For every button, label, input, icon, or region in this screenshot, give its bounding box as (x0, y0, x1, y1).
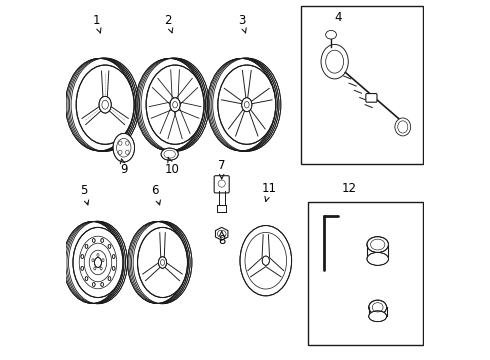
Ellipse shape (93, 239, 95, 242)
Ellipse shape (64, 221, 122, 303)
Ellipse shape (66, 221, 124, 303)
Ellipse shape (146, 65, 204, 144)
Ellipse shape (85, 244, 88, 248)
Ellipse shape (99, 96, 111, 113)
Text: 9: 9 (120, 159, 127, 176)
Ellipse shape (112, 266, 115, 270)
Ellipse shape (68, 58, 136, 151)
Ellipse shape (81, 255, 84, 258)
Ellipse shape (141, 58, 209, 151)
Ellipse shape (207, 58, 274, 151)
Text: 8: 8 (218, 231, 225, 247)
Text: 6: 6 (151, 184, 160, 205)
Ellipse shape (242, 98, 252, 112)
Ellipse shape (70, 58, 137, 151)
Ellipse shape (66, 58, 133, 151)
Text: 4: 4 (335, 12, 342, 24)
Ellipse shape (367, 237, 389, 252)
Ellipse shape (130, 221, 189, 303)
Text: 7: 7 (218, 159, 225, 179)
Text: 2: 2 (164, 14, 172, 33)
Ellipse shape (76, 65, 134, 144)
Ellipse shape (395, 118, 411, 136)
Ellipse shape (81, 266, 84, 270)
Ellipse shape (101, 283, 103, 287)
Ellipse shape (368, 311, 387, 321)
Ellipse shape (135, 58, 203, 151)
Bar (300, 6, 422, 164)
Ellipse shape (137, 58, 204, 151)
FancyBboxPatch shape (366, 94, 377, 102)
Ellipse shape (71, 58, 139, 151)
Ellipse shape (262, 256, 270, 265)
Ellipse shape (112, 255, 115, 258)
Ellipse shape (93, 283, 95, 287)
Ellipse shape (69, 221, 127, 304)
Text: 11: 11 (262, 183, 277, 201)
Ellipse shape (95, 257, 101, 267)
Ellipse shape (101, 239, 103, 242)
Ellipse shape (240, 226, 292, 296)
Ellipse shape (367, 252, 389, 265)
Ellipse shape (218, 65, 276, 144)
Ellipse shape (67, 221, 125, 303)
Ellipse shape (161, 148, 178, 160)
Ellipse shape (67, 58, 134, 151)
Text: 1: 1 (93, 14, 101, 33)
Text: 3: 3 (238, 14, 246, 33)
Ellipse shape (73, 228, 123, 297)
Ellipse shape (210, 58, 277, 151)
Ellipse shape (138, 58, 206, 151)
Ellipse shape (158, 257, 167, 268)
Ellipse shape (208, 58, 276, 151)
Text: 12: 12 (342, 183, 357, 195)
Ellipse shape (127, 222, 186, 303)
Ellipse shape (140, 58, 207, 151)
Ellipse shape (368, 300, 387, 315)
Ellipse shape (108, 277, 111, 280)
Ellipse shape (138, 228, 188, 297)
FancyBboxPatch shape (214, 176, 229, 193)
Ellipse shape (85, 277, 88, 280)
Ellipse shape (129, 221, 187, 303)
Ellipse shape (133, 221, 192, 304)
Text: 10: 10 (165, 157, 180, 176)
Ellipse shape (170, 98, 180, 112)
Ellipse shape (211, 58, 279, 151)
Text: 5: 5 (80, 184, 89, 205)
Ellipse shape (213, 58, 281, 151)
Polygon shape (216, 227, 228, 240)
Ellipse shape (108, 244, 111, 248)
Ellipse shape (131, 221, 190, 303)
Ellipse shape (113, 134, 135, 162)
Ellipse shape (63, 222, 121, 303)
Bar (308, 202, 422, 345)
